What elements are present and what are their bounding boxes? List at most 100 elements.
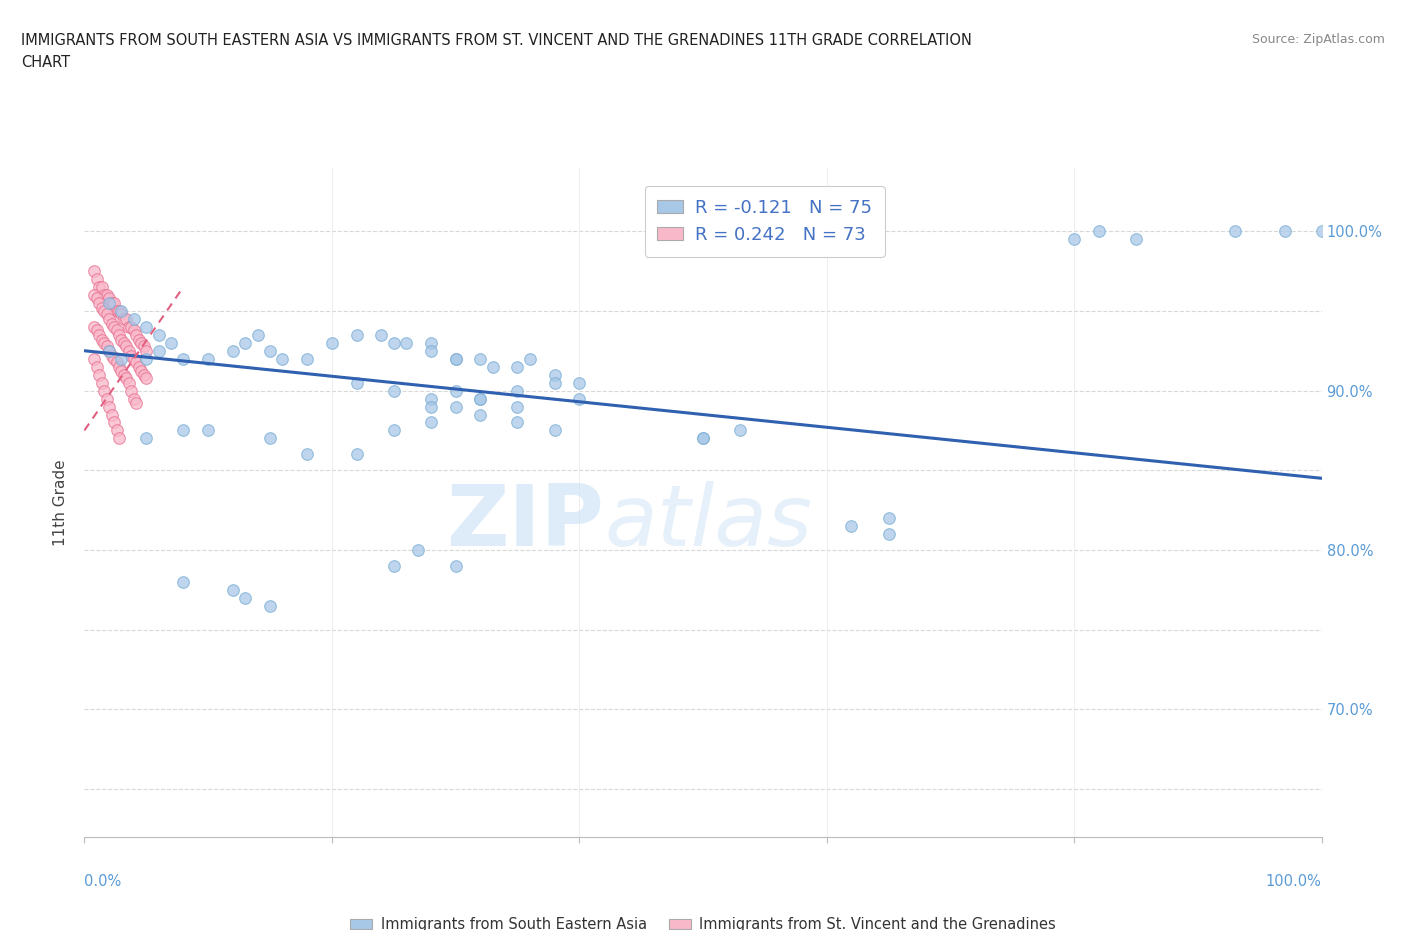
Point — [1274, 224, 1296, 239]
Point — [197, 352, 219, 366]
Point — [135, 352, 157, 366]
Point — [118, 319, 141, 334]
Point — [506, 359, 529, 374]
Point — [444, 559, 467, 574]
Text: 0.0%: 0.0% — [84, 874, 121, 889]
Point — [841, 519, 863, 534]
Point — [86, 359, 108, 374]
Point — [108, 431, 131, 445]
Point — [105, 303, 128, 318]
Point — [1310, 224, 1333, 239]
Point — [172, 352, 194, 366]
Point — [233, 591, 256, 605]
Point — [543, 375, 565, 390]
Point — [419, 343, 441, 358]
Point — [259, 598, 281, 613]
Point — [470, 392, 492, 406]
Point — [96, 287, 118, 302]
Point — [877, 511, 900, 525]
Point — [419, 392, 441, 406]
Point — [90, 332, 112, 347]
Point — [543, 423, 565, 438]
Point — [135, 319, 157, 334]
Point — [148, 343, 170, 358]
Point — [419, 415, 441, 430]
Point — [98, 312, 121, 326]
Point — [120, 319, 142, 334]
Point — [110, 307, 132, 322]
Point — [444, 352, 467, 366]
Point — [86, 291, 108, 306]
Point — [692, 431, 714, 445]
Point — [543, 367, 565, 382]
Point — [112, 312, 135, 326]
Point — [382, 423, 405, 438]
Point — [125, 396, 148, 411]
Point — [93, 287, 115, 302]
Point — [122, 323, 145, 338]
Point — [321, 336, 343, 351]
Point — [115, 370, 138, 385]
Point — [382, 336, 405, 351]
Point — [90, 375, 112, 390]
Point — [103, 319, 125, 334]
Point — [98, 296, 121, 311]
Point — [103, 352, 125, 366]
Point — [110, 364, 132, 379]
Point — [1125, 232, 1147, 246]
Point — [96, 307, 118, 322]
Point — [222, 343, 245, 358]
Point — [506, 415, 529, 430]
Point — [125, 327, 148, 342]
Point — [395, 336, 418, 351]
Text: atlas: atlas — [605, 481, 813, 564]
Point — [295, 352, 318, 366]
Point — [110, 332, 132, 347]
Point — [115, 312, 138, 326]
Point — [98, 343, 121, 358]
Point — [346, 327, 368, 342]
Point — [877, 526, 900, 541]
Point — [100, 348, 122, 363]
Point — [98, 343, 121, 358]
Point — [172, 423, 194, 438]
Point — [100, 316, 122, 331]
Point — [470, 392, 492, 406]
Point — [444, 399, 467, 414]
Point — [346, 375, 368, 390]
Text: ZIP: ZIP — [446, 481, 605, 564]
Point — [115, 339, 138, 353]
Y-axis label: 11th Grade: 11th Grade — [53, 458, 69, 546]
Point — [135, 343, 157, 358]
Point — [100, 407, 122, 422]
Point — [160, 336, 183, 351]
Point — [122, 312, 145, 326]
Point — [86, 272, 108, 286]
Point — [112, 367, 135, 382]
Point — [233, 336, 256, 351]
Point — [93, 383, 115, 398]
Point — [89, 296, 111, 311]
Point — [105, 423, 128, 438]
Point — [148, 327, 170, 342]
Point — [295, 447, 318, 462]
Point — [93, 336, 115, 351]
Point — [122, 352, 145, 366]
Point — [370, 327, 392, 342]
Point — [259, 431, 281, 445]
Point — [112, 336, 135, 351]
Point — [728, 423, 751, 438]
Point — [96, 392, 118, 406]
Point — [197, 423, 219, 438]
Point — [100, 296, 122, 311]
Point — [120, 348, 142, 363]
Point — [419, 399, 441, 414]
Point — [132, 367, 155, 382]
Point — [408, 542, 430, 557]
Point — [90, 280, 112, 295]
Point — [128, 332, 150, 347]
Point — [118, 343, 141, 358]
Point — [83, 319, 105, 334]
Point — [568, 392, 591, 406]
Point — [83, 287, 105, 302]
